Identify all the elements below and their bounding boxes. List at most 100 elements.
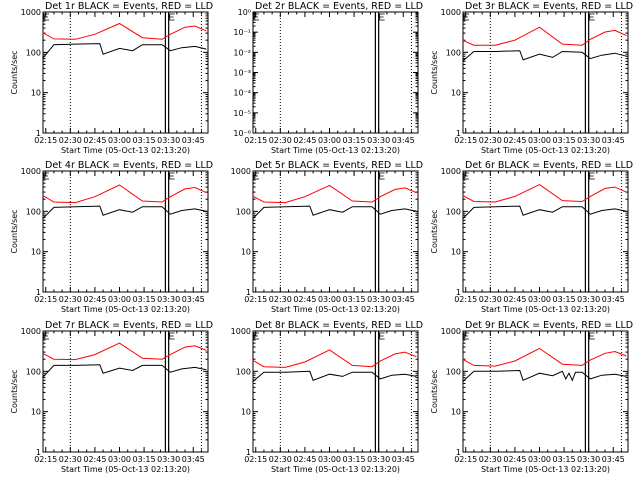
y-tick-label: 100 (446, 48, 461, 57)
marker-bracket (253, 332, 259, 340)
panel-title: Det 2r BLACK = Events, RED = LLD (255, 1, 423, 12)
panel-title: Det 9r BLACK = Events, RED = LLD (465, 320, 633, 331)
y-tick-label: 10⁻¹ (233, 28, 251, 37)
plot-frame (462, 170, 629, 293)
y-tick-label: 10 (241, 408, 251, 417)
plot-frame (42, 11, 209, 134)
x-tick-label: 03:15 (343, 455, 366, 464)
x-axis-label: Start Time (05-Oct-13 02:13:20) (271, 465, 400, 474)
plot-frame (252, 330, 419, 453)
x-tick-label: 03:15 (343, 136, 366, 145)
panel-title: Det 8r BLACK = Events, RED = LLD (255, 320, 423, 331)
panel-title: Det 1r BLACK = Events, RED = LLD (45, 1, 213, 12)
y-tick-label: 10⁻³ (233, 69, 251, 78)
lld-series-line (42, 184, 207, 204)
x-tick-label: 02:45 (503, 136, 526, 145)
x-tick-label: 03:00 (528, 136, 551, 145)
x-tick-label: 03:30 (157, 455, 180, 464)
y-tick-label: 10 (241, 248, 251, 257)
marker-bracket (253, 13, 259, 21)
x-tick-label: 03:15 (553, 455, 576, 464)
x-tick-label: 02:15 (454, 136, 477, 145)
y-tick-label: 1 (246, 448, 251, 457)
y-tick-label: 1000 (21, 167, 41, 176)
x-tick-label: 03:30 (157, 295, 180, 304)
y-tick-label: 1000 (441, 167, 461, 176)
x-tick-label: 02:45 (503, 455, 526, 464)
x-tick-label: 02:30 (269, 295, 292, 304)
marker-bracket (169, 13, 175, 21)
x-tick-label: 03:00 (318, 295, 341, 304)
detector-panel: Det 6r BLACK = Events, RED = LLD 1 10 100 10… (430, 160, 633, 314)
detector-panel: Det 3r BLACK = Events, RED = LLD 1 10 100 10… (430, 1, 633, 155)
y-tick-label: 10⁰ (238, 8, 251, 17)
marker-bracket (379, 332, 385, 340)
x-tick-label: 02:45 (293, 295, 316, 304)
x-tick-label: 02:45 (293, 455, 316, 464)
x-tick-label: 03:30 (367, 455, 390, 464)
x-tick-label: 03:45 (392, 295, 415, 304)
events-series-line (252, 370, 417, 383)
x-tick-label: 02:15 (34, 455, 57, 464)
panel-title: Det 5r BLACK = Events, RED = LLD (255, 160, 423, 171)
events-series-line (462, 50, 627, 62)
y-tick-label: 100 (236, 207, 251, 216)
x-tick-label: 03:30 (577, 136, 600, 145)
x-tick-label: 03:30 (367, 295, 390, 304)
x-tick-label: 03:30 (577, 295, 600, 304)
x-axis-label: Start Time (05-Oct-13 02:13:20) (61, 305, 190, 314)
x-tick-label: 03:45 (392, 455, 415, 464)
marker-bracket (169, 172, 175, 180)
lld-series-line (462, 184, 627, 203)
marker-bracket (253, 172, 259, 180)
panel-title: Det 4r BLACK = Events, RED = LLD (45, 160, 213, 171)
x-axis-label: Start Time (05-Oct-13 02:13:20) (61, 465, 190, 474)
detector-panel: Det 8r BLACK = Events, RED = LLD 1 10 100 10… (231, 320, 423, 474)
x-tick-label: 02:45 (83, 136, 106, 145)
events-series-line (42, 205, 207, 220)
x-tick-label: 02:30 (479, 295, 502, 304)
marker-bracket (589, 172, 595, 180)
marker-bracket (463, 172, 469, 180)
marker-bracket (589, 13, 595, 21)
lld-series-line (462, 26, 627, 46)
plot-frame (252, 11, 419, 134)
x-tick-label: 02:15 (244, 295, 267, 304)
detector-panel: Det 1r BLACK = Events, RED = LLD 1 10 100 10… (10, 1, 213, 155)
x-tick-label: 03:15 (343, 295, 366, 304)
marker-bracket (463, 332, 469, 340)
y-axis-label: Counts/sec (10, 209, 19, 253)
marker-bracket (379, 13, 385, 21)
x-tick-label: 02:30 (479, 136, 502, 145)
x-tick-label: 02:45 (83, 455, 106, 464)
y-tick-label: 100 (236, 367, 251, 376)
y-tick-label: 10⁻⁶ (233, 129, 251, 138)
y-tick-label: 100 (446, 367, 461, 376)
x-tick-label: 03:45 (182, 455, 205, 464)
x-axis-label: Start Time (05-Oct-13 02:13:20) (271, 146, 400, 155)
events-series-line (462, 205, 627, 220)
plot-frame (252, 170, 419, 293)
events-series-line (252, 205, 417, 220)
x-tick-label: 02:15 (34, 136, 57, 145)
y-tick-label: 1 (456, 129, 461, 138)
x-tick-label: 03:15 (133, 136, 156, 145)
y-tick-label: 10 (31, 248, 41, 257)
y-tick-label: 100 (26, 367, 41, 376)
plot-frame (462, 11, 629, 134)
marker-bracket (43, 13, 49, 21)
y-tick-label: 1000 (441, 8, 461, 17)
y-tick-label: 1 (36, 288, 41, 297)
lld-series-line (42, 342, 207, 361)
x-tick-label: 03:15 (133, 295, 156, 304)
y-tick-label: 1 (246, 288, 251, 297)
x-tick-label: 02:15 (244, 455, 267, 464)
x-tick-label: 02:30 (269, 455, 292, 464)
lld-series-line (42, 22, 207, 40)
lld-series-line (252, 349, 417, 368)
detector-panel: Det 9r BLACK = Events, RED = LLD 1 10 100 10… (430, 320, 633, 474)
x-tick-label: 03:15 (133, 455, 156, 464)
x-tick-label: 02:30 (59, 136, 82, 145)
x-tick-label: 02:30 (59, 455, 82, 464)
